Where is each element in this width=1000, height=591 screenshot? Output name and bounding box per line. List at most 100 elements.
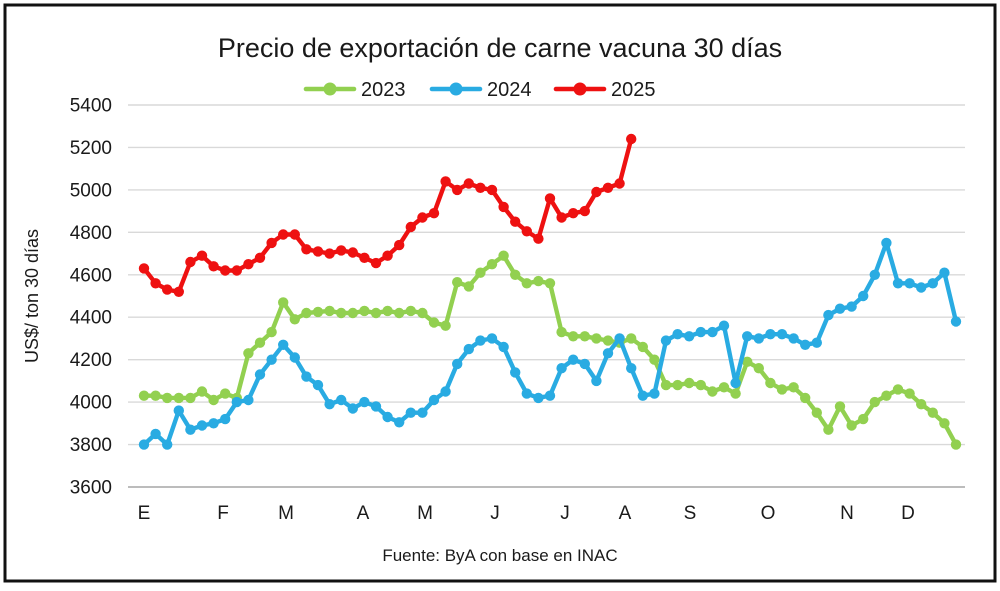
data-point (869, 396, 880, 408)
data-point (196, 420, 208, 431)
data-point (660, 379, 672, 391)
legend-swatch-marker (449, 82, 463, 96)
data-point (301, 244, 312, 255)
data-point (452, 184, 463, 196)
data-point (950, 439, 962, 450)
data-point (359, 305, 370, 317)
data-point (637, 341, 648, 353)
x-axis-label: N (840, 503, 854, 524)
data-point (649, 388, 660, 399)
data-point (533, 392, 544, 404)
data-point (858, 413, 869, 425)
y-axis-tick-label: 4800 (70, 223, 112, 244)
y-axis-title: US$/ ton 30 días (22, 229, 42, 363)
data-point (336, 245, 347, 256)
data-point (568, 354, 579, 365)
data-point (742, 356, 753, 367)
data-point (405, 407, 416, 418)
data-point (394, 307, 405, 319)
data-point (394, 239, 405, 251)
data-point (382, 305, 393, 317)
data-point (788, 333, 799, 344)
data-point (707, 326, 718, 338)
data-point (254, 252, 266, 263)
data-point (370, 257, 382, 269)
data-point (533, 275, 544, 287)
data-point (208, 261, 219, 272)
data-point (208, 418, 219, 429)
data-point (579, 205, 590, 217)
data-point (672, 329, 683, 340)
data-point (312, 379, 324, 391)
data-point (742, 331, 753, 342)
data-point (800, 339, 811, 350)
plot-series (138, 133, 962, 450)
data-point (428, 394, 440, 406)
legend-label: 2023 (361, 79, 406, 101)
legend-item-2024: 2024 (429, 79, 532, 101)
data-point (138, 439, 150, 450)
data-point (185, 256, 196, 268)
data-point (579, 331, 590, 342)
data-point (452, 358, 463, 370)
data-point (382, 411, 393, 423)
data-point (579, 358, 590, 370)
data-point (904, 388, 915, 399)
data-point (301, 371, 312, 382)
data-point (289, 314, 300, 325)
data-point (486, 259, 498, 270)
data-point (602, 182, 614, 193)
data-point (231, 265, 242, 276)
legend-item-2023: 2023 (303, 79, 406, 101)
data-point (765, 377, 776, 389)
data-point (301, 307, 312, 319)
data-point (788, 382, 799, 393)
series-2024 (138, 237, 962, 450)
data-point (150, 278, 161, 289)
data-point (649, 354, 660, 365)
data-point (556, 363, 567, 374)
data-point (138, 390, 150, 401)
data-point (486, 333, 498, 344)
data-point (220, 413, 231, 425)
legend-item-2025: 2025 (553, 79, 656, 101)
data-point (289, 352, 300, 363)
data-point (289, 229, 300, 240)
data-point (405, 221, 416, 233)
outer-border (3, 3, 997, 583)
data-point (498, 250, 509, 261)
data-point (417, 407, 428, 418)
data-point (440, 176, 451, 187)
y-axis-tick-label: 5200 (70, 138, 112, 159)
data-point (916, 282, 927, 293)
data-point (718, 382, 730, 393)
data-point (359, 396, 370, 408)
data-point (266, 326, 277, 338)
data-point (916, 399, 927, 410)
x-axis-label: E (138, 503, 151, 524)
data-point (359, 252, 370, 263)
data-point (266, 237, 277, 249)
data-point (382, 250, 393, 261)
data-point (858, 290, 869, 302)
data-point (370, 401, 382, 412)
legend: 2023 2024 2025 (303, 79, 656, 101)
data-point (162, 439, 173, 450)
x-axis-label: J (560, 503, 570, 524)
x-axis-label: D (901, 503, 915, 524)
data-point (846, 420, 857, 431)
data-point (475, 335, 486, 346)
data-point (510, 269, 521, 280)
data-point (811, 407, 822, 418)
data-point (568, 208, 579, 219)
data-point (834, 401, 846, 412)
data-point (602, 335, 614, 346)
data-point (220, 265, 231, 276)
y-axis-tick-label: 3600 (70, 478, 112, 499)
data-point (718, 320, 730, 331)
x-axis-label: M (417, 503, 433, 524)
y-axis-tick-label: 5400 (70, 96, 112, 117)
data-point (347, 307, 358, 319)
data-point (521, 226, 532, 237)
